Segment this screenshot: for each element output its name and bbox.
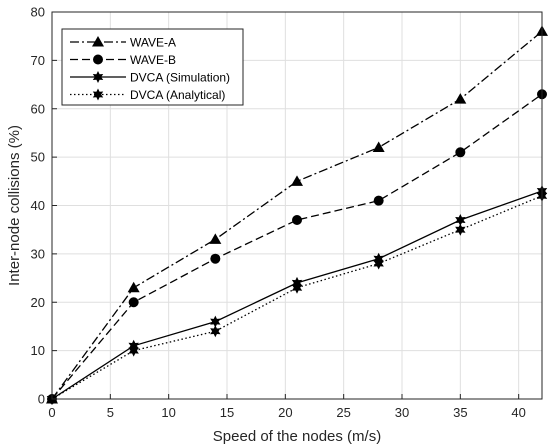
x-tick-label: 40: [511, 405, 525, 420]
series-2-point: [128, 297, 139, 308]
series-line-2: [51, 93, 543, 400]
legend-marker: [92, 71, 104, 83]
series-4-point: [373, 257, 384, 270]
series-1-point: [291, 175, 303, 186]
series-1-point: [372, 141, 385, 152]
series-4-point: [291, 281, 303, 294]
legend-marker: [92, 36, 104, 47]
x-tick-label: 15: [220, 405, 234, 420]
legend-label: WAVE-B: [130, 53, 176, 67]
legend-label: DVCA (Simulation): [130, 71, 230, 85]
x-tick-label: 0: [48, 405, 55, 420]
y-tick-label: 70: [31, 53, 45, 68]
series-line-4: [51, 195, 543, 400]
legend-marker: [92, 88, 104, 101]
x-tick-label: 20: [278, 405, 292, 420]
y-tick-label: 80: [31, 5, 45, 20]
x-tick-label: 30: [395, 405, 409, 420]
y-tick-label: 40: [31, 198, 45, 213]
y-tick-label: 10: [31, 343, 45, 358]
y-axis-label: Inter-node collisions (%): [6, 125, 23, 286]
y-tick-label: 0: [38, 392, 45, 407]
y-tick-label: 60: [31, 101, 45, 116]
x-tick-label: 10: [161, 405, 175, 420]
series-2-point: [292, 215, 302, 226]
legend-marker: [93, 54, 103, 65]
x-axis-label: Speed of the nodes (m/s): [213, 428, 381, 445]
x-tick-label: 25: [336, 405, 350, 420]
y-tick-label: 30: [31, 246, 45, 261]
series-markers: [46, 25, 548, 405]
series-1-point: [454, 93, 467, 104]
x-tick-label: 35: [453, 405, 467, 420]
legend-label: WAVE-A: [130, 36, 176, 50]
x-tick-label: 5: [107, 405, 114, 420]
series-3-point: [455, 214, 466, 227]
legend: WAVE-A WAVE-B DVCA (Simulation) DVCA (Analy…: [61, 28, 244, 106]
y-tick-label: 50: [31, 150, 45, 165]
series-1-point: [127, 281, 140, 293]
series-4-point: [455, 223, 466, 236]
axis-ticks: 0 5 10 15 20 25 30 35 40 0 10 20 30 40 50 60 70 80: [31, 5, 526, 421]
y-tick-label: 20: [31, 295, 45, 310]
series-4-point: [128, 344, 139, 357]
series-2-point: [373, 195, 384, 206]
series-2-point: [210, 253, 221, 264]
series-4-point: [210, 325, 221, 338]
legend-label: DVCA (Analytical): [130, 88, 225, 102]
series-3-point: [210, 315, 221, 328]
series-2-point: [455, 147, 466, 158]
series-1-point: [209, 233, 222, 244]
